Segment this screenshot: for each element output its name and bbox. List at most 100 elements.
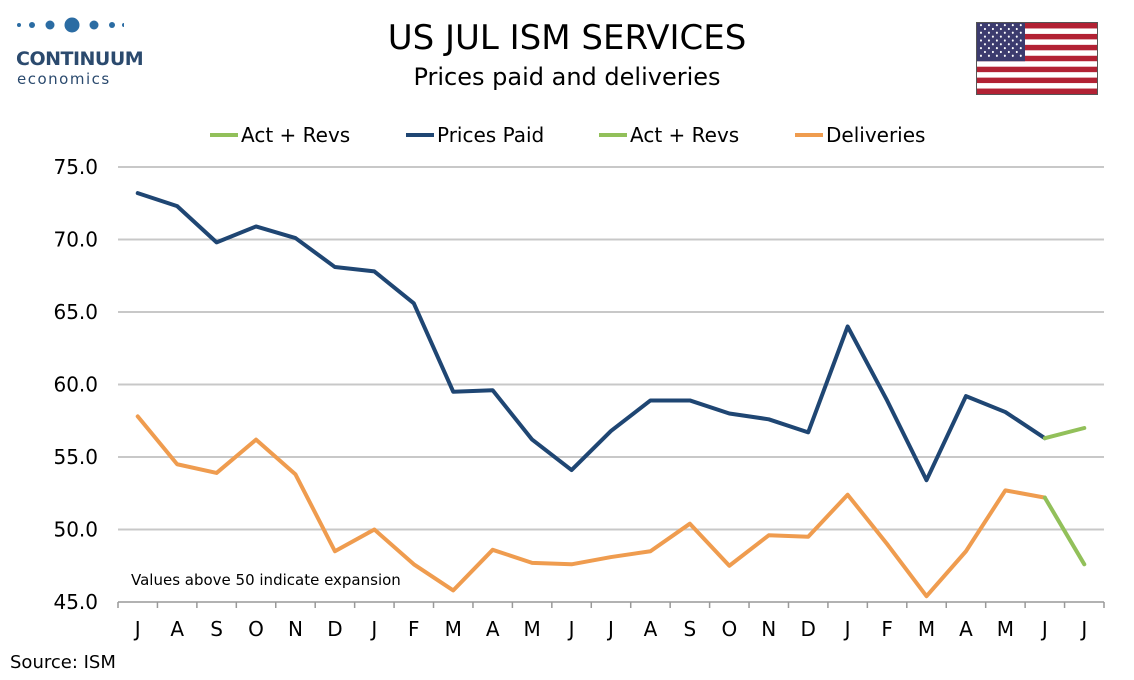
x-tick-label: A (959, 617, 973, 641)
legend-label: Prices Paid (437, 123, 545, 147)
flag-star (999, 27, 1002, 31)
legend-item-deliveries: Deliveries (795, 123, 925, 147)
flag-star (1003, 39, 1006, 42)
flag-star (995, 46, 998, 50)
flag-star (1007, 27, 1010, 31)
series-line-act-revs (1042, 495, 1087, 567)
y-tick-label: 65.0 (53, 300, 98, 324)
flag-star (1003, 23, 1006, 27)
logo-dot (17, 23, 21, 27)
chart-legend: Act + Revs Prices Paid Act + Revs Delive… (0, 123, 1134, 153)
flag-star (983, 50, 986, 54)
y-tick-label: 60.0 (53, 373, 98, 397)
flag-star (1015, 35, 1018, 38)
x-tick-label: M (918, 617, 935, 641)
y-tick-label: 70.0 (53, 228, 98, 252)
x-tick-label: D (327, 617, 342, 641)
legend-swatch (795, 133, 823, 137)
x-tick-label: N (288, 617, 303, 641)
chart-subtitle: Prices paid and deliveries (413, 63, 721, 91)
flag-star (1011, 46, 1014, 50)
x-tick-label: S (210, 617, 223, 641)
logo-line1: CONTINUUM (16, 48, 144, 70)
flag-star (1011, 31, 1014, 34)
series-line-prices-paid (135, 191, 1047, 483)
y-tick-label: 50.0 (53, 518, 98, 542)
flag-star (991, 27, 994, 31)
continuum-logo: CONTINUUM economics (14, 14, 144, 88)
x-tick-label: D (800, 617, 815, 641)
flag-star (987, 31, 990, 34)
flag-star (1015, 50, 1018, 54)
chart-title: US JUL ISM SERVICES (387, 18, 747, 58)
y-tick-label: 75.0 (53, 155, 98, 179)
flag-star (1003, 46, 1006, 50)
logo-dot (45, 20, 55, 30)
flag-star (1019, 39, 1022, 42)
x-tick-label: M (997, 617, 1014, 641)
flag-star (979, 46, 982, 50)
x-tick-label: M (523, 617, 540, 641)
series-line-deliveries (135, 414, 1047, 599)
flag-star (979, 23, 982, 27)
x-tick-label: N (761, 617, 776, 641)
flag-star (983, 43, 986, 46)
flag-star (1007, 35, 1010, 38)
x-tick-label: A (644, 617, 658, 641)
flag-star (999, 50, 1002, 54)
source-note: Source: ISM (10, 652, 116, 673)
flag-star (1019, 54, 1022, 57)
x-tick-label: M (445, 617, 462, 641)
flag-star (1007, 43, 1010, 46)
logo-dot (29, 22, 35, 28)
y-tick-label: 55.0 (53, 445, 98, 469)
flag-star (991, 43, 994, 46)
logo-line2: economics (17, 70, 111, 88)
flag-star (1011, 39, 1014, 42)
flag-star (1019, 23, 1022, 27)
legend-swatch (210, 133, 238, 137)
flag-star (979, 31, 982, 34)
chart-annotation: Values above 50 indicate expansion (131, 571, 401, 589)
flag-star (1015, 27, 1018, 31)
x-tick-label: J (606, 617, 614, 641)
y-tick-label: 45.0 (53, 590, 98, 614)
flag-star (999, 35, 1002, 38)
legend-item-act-revs-2: Act + Revs (599, 123, 739, 147)
x-tick-label: O (248, 617, 264, 641)
flag-star (1019, 31, 1022, 34)
flag-star (1019, 46, 1022, 50)
flag-star (995, 39, 998, 42)
logo-dot (109, 22, 115, 28)
legend-item-act-revs-1: Act + Revs (210, 123, 350, 147)
flag-star (987, 54, 990, 57)
flag-star (1015, 43, 1018, 46)
x-tick-label: J (1079, 617, 1087, 641)
flag-star (1011, 54, 1014, 57)
flag-star (987, 23, 990, 27)
flag-star (991, 35, 994, 38)
legend-item-prices-paid: Prices Paid (406, 123, 544, 147)
legend-label: Act + Revs (241, 123, 351, 147)
flag-star (983, 27, 986, 31)
legend-swatch (599, 133, 627, 137)
flag-star (995, 54, 998, 57)
legend-label: Deliveries (826, 123, 926, 147)
logo-dot (89, 20, 99, 30)
x-tick-label: J (1040, 617, 1048, 641)
x-tick-label: O (721, 617, 737, 641)
x-tick-label: A (486, 617, 500, 641)
x-tick-label: S (684, 617, 697, 641)
flag-stars (979, 23, 1022, 57)
legend-label: Act + Revs (630, 123, 740, 147)
flag-star (987, 39, 990, 42)
flag-star (1003, 31, 1006, 34)
flag-star (995, 23, 998, 27)
flag-star (991, 50, 994, 54)
x-tick-label: F (408, 617, 420, 641)
flag-star (1011, 23, 1014, 27)
x-tick-label: J (369, 617, 377, 641)
flag-star (979, 39, 982, 42)
flag-star (983, 35, 986, 38)
